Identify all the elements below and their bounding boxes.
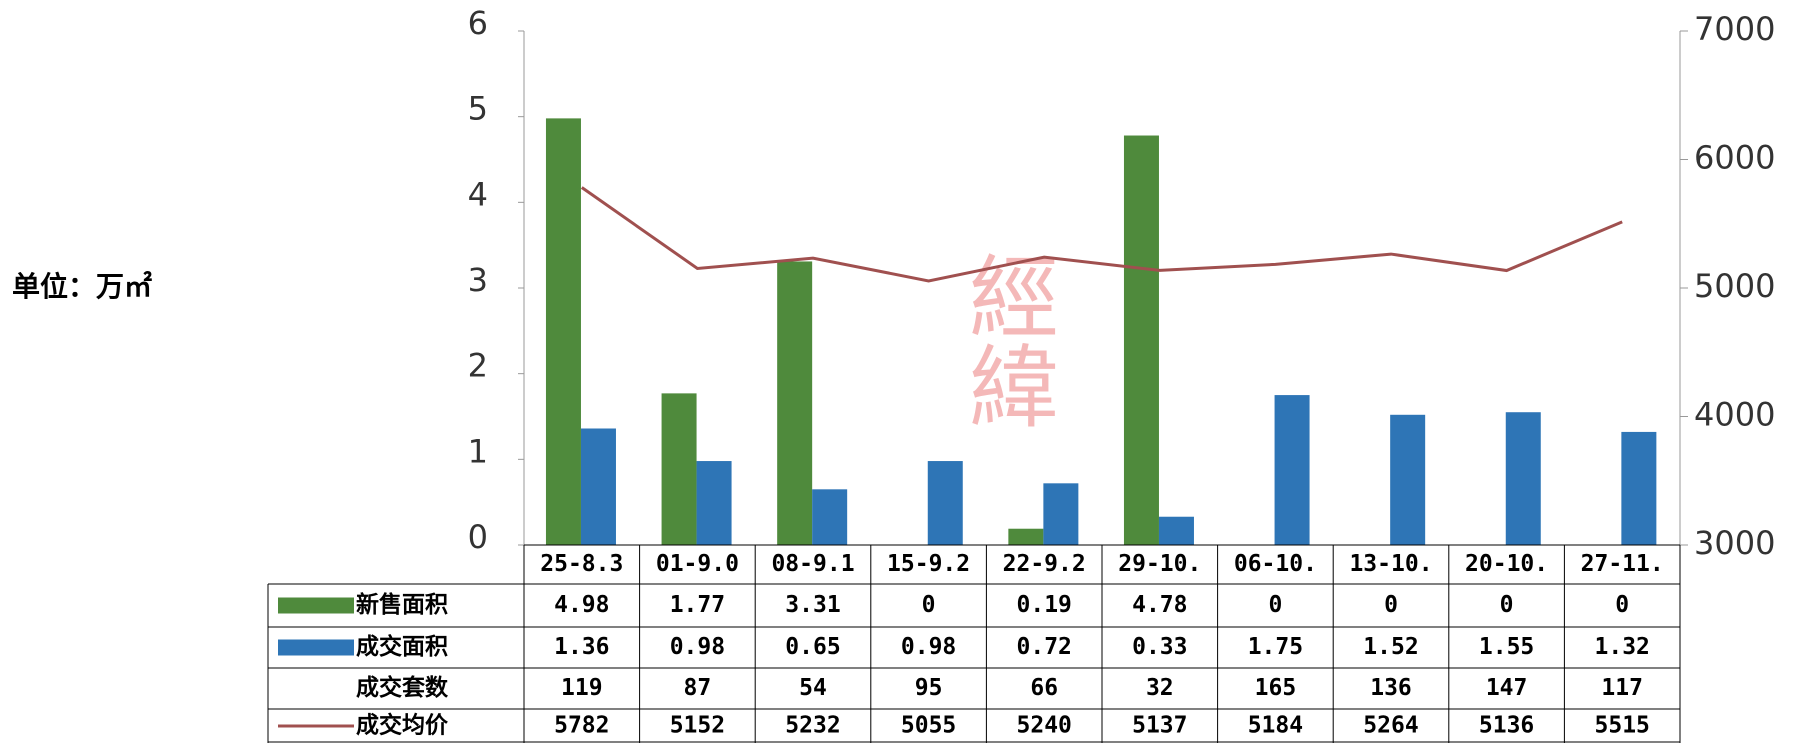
table-cell: 0 (1268, 592, 1282, 618)
table-cell: 87 (684, 675, 712, 701)
y-tick-label: 3 (468, 261, 488, 299)
bar (696, 461, 732, 545)
bar (1043, 483, 1079, 545)
table-cell: 0.65 (785, 634, 840, 660)
table-cell: 5264 (1363, 713, 1418, 739)
x-tick-label: 01-9.0 (656, 551, 739, 577)
bar (1274, 395, 1310, 545)
legend-label: 新售面积 (356, 591, 448, 618)
bar (1008, 528, 1044, 545)
x-tick-label: 27-11. (1581, 551, 1664, 577)
table-cell: 5782 (554, 713, 609, 739)
table-cell: 4.98 (554, 592, 609, 618)
x-tick-label: 15-9.2 (887, 551, 970, 577)
bar (1390, 414, 1426, 545)
table-cell: 0.98 (901, 634, 956, 660)
table-cell: 0.19 (1017, 592, 1072, 618)
table-cell: 119 (561, 675, 603, 701)
table-cell: 4.78 (1132, 592, 1187, 618)
table-cell: 1.55 (1479, 634, 1534, 660)
table-cell: 3.31 (785, 592, 840, 618)
y-tick-label: 0 (468, 518, 488, 556)
table-cell: 1.77 (670, 592, 725, 618)
y2-tick-label: 4000 (1694, 396, 1775, 434)
bar (661, 393, 697, 545)
watermark: 經緯 (953, 250, 1058, 430)
table-cell: 5184 (1248, 713, 1303, 739)
table-cell: 5240 (1017, 713, 1072, 739)
x-tick-label: 29-10. (1118, 551, 1201, 577)
x-tick-label: 08-9.1 (771, 551, 854, 577)
legend-swatch (278, 597, 354, 614)
bar (580, 428, 616, 545)
y-tick-label: 2 (468, 347, 488, 385)
table-cell: 1.32 (1595, 634, 1650, 660)
x-tick-label: 13-10. (1349, 551, 1432, 577)
x-tick-label: 06-10. (1234, 551, 1317, 577)
bar (812, 489, 848, 545)
bar (545, 118, 581, 545)
x-tick-label: 25-8.3 (540, 551, 623, 577)
y-tick-label: 4 (468, 175, 488, 213)
table-cell: 1.52 (1363, 634, 1418, 660)
y2-tick-label: 5000 (1694, 267, 1775, 305)
table-cell: 147 (1486, 675, 1528, 701)
y2-tick-label: 3000 (1694, 524, 1775, 562)
x-tick-label: 20-10. (1465, 551, 1548, 577)
y-tick-label: 5 (468, 90, 488, 128)
table-cell: 0.33 (1132, 634, 1187, 660)
bar (927, 461, 963, 545)
table-cell: 0 (922, 592, 936, 618)
table-cell: 117 (1601, 675, 1643, 701)
table-cell: 95 (915, 675, 943, 701)
table-cell: 32 (1146, 675, 1174, 701)
y-tick-label: 1 (468, 432, 488, 470)
bar (1505, 412, 1541, 545)
table-cell: 54 (799, 675, 827, 701)
legend-label: 成交套数 (356, 674, 449, 701)
table-cell: 0 (1384, 592, 1398, 618)
table-cell: 5515 (1595, 713, 1650, 739)
table-cell: 165 (1255, 675, 1297, 701)
bar (1158, 516, 1194, 545)
bar (1123, 135, 1159, 545)
table-cell: 136 (1370, 675, 1412, 701)
line-series (580, 186, 1623, 283)
table-cell: 66 (1030, 675, 1058, 701)
table-cell: 0 (1615, 592, 1629, 618)
legend-swatch (278, 639, 354, 656)
bar (1621, 431, 1657, 545)
legend-label: 成交均价 (356, 712, 449, 739)
y2-tick-label: 7000 (1694, 10, 1775, 48)
table-cell: 5055 (901, 713, 956, 739)
table-cell: 1.75 (1248, 634, 1303, 660)
table-cell: 0.72 (1017, 634, 1072, 660)
table-cell: 5232 (785, 713, 840, 739)
table-cell: 5152 (670, 713, 725, 739)
bar (777, 261, 813, 545)
table-cell: 1.36 (554, 634, 609, 660)
table-cell: 5136 (1479, 713, 1534, 739)
unit-label: 单位：万㎡ (12, 270, 152, 303)
legend-label: 成交面积 (356, 633, 448, 660)
table-cell: 0 (1500, 592, 1514, 618)
y2-tick-label: 6000 (1694, 139, 1775, 177)
table-cell: 5137 (1132, 713, 1187, 739)
y-tick-label: 6 (468, 4, 488, 42)
x-tick-label: 22-9.2 (1003, 551, 1086, 577)
table-cell: 0.98 (670, 634, 725, 660)
